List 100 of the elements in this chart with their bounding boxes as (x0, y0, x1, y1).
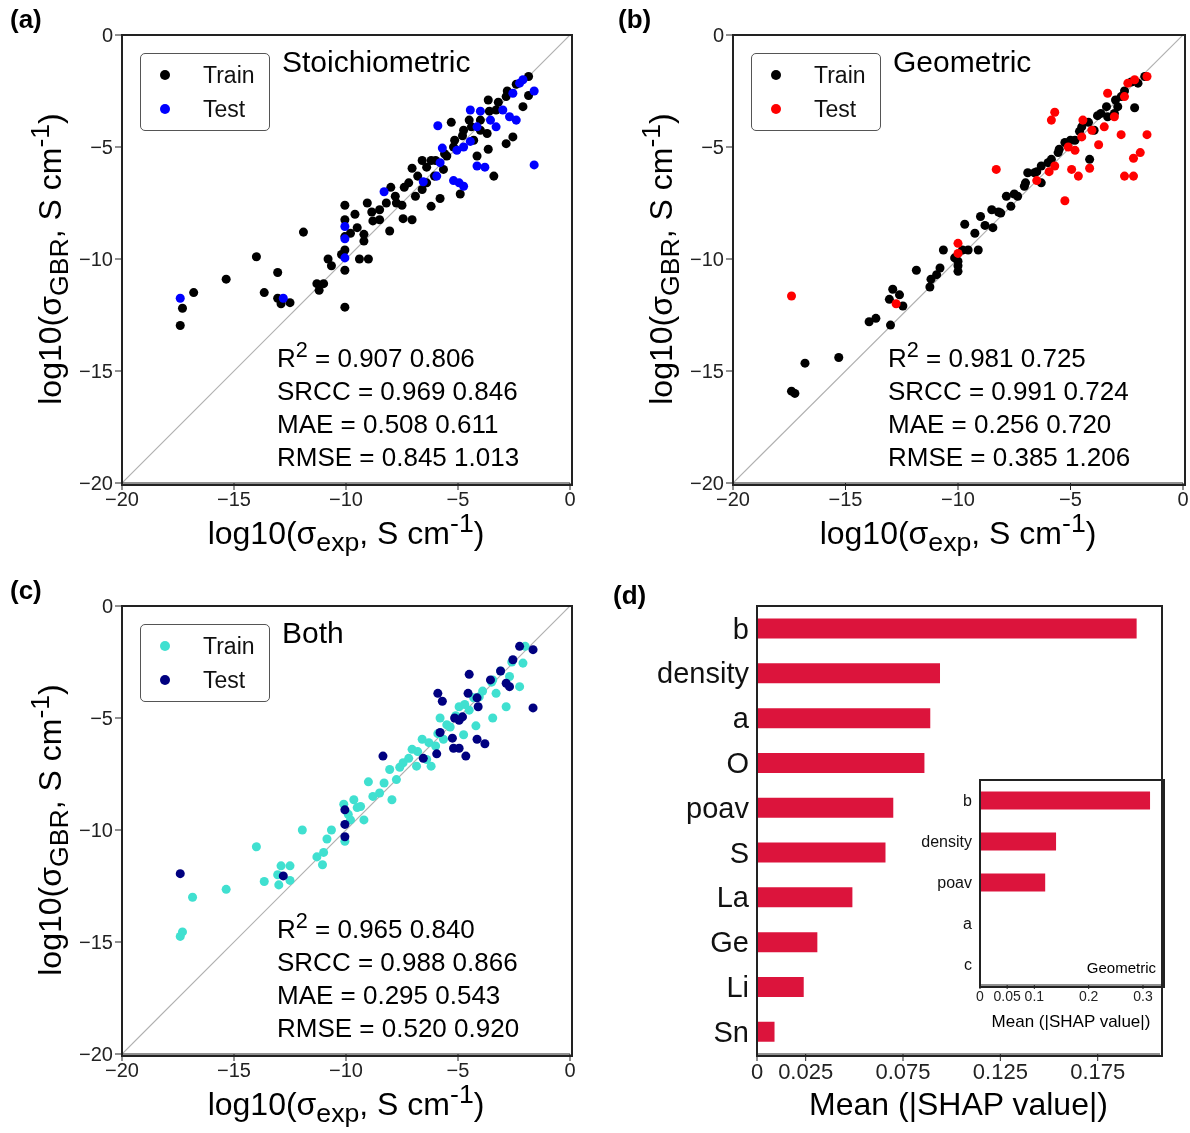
point (437, 696, 447, 706)
point (953, 248, 963, 258)
bar (980, 791, 1151, 810)
point (1078, 115, 1088, 125)
x-tick-label: 0 (1177, 488, 1189, 511)
x-tick-label: 0.2 (1078, 987, 1099, 1004)
x-axis-title: Mean (|SHAP value|) (809, 1085, 1108, 1123)
y-tick-label: 0 (101, 595, 113, 618)
point (1050, 107, 1060, 117)
annotation: RMSE = 0.845 1.013 (277, 440, 520, 474)
point (1050, 161, 1060, 171)
x-tick-label: 0.175 (1070, 1058, 1126, 1084)
point (1128, 171, 1139, 181)
point (472, 734, 482, 744)
legend-label: Train (203, 61, 255, 90)
chart-title: (b) (618, 4, 652, 35)
y-tick-label: −20 (79, 472, 113, 495)
point (1142, 130, 1152, 140)
y-tick-label: 0 (101, 24, 113, 47)
bar (757, 932, 818, 953)
y-tick-label: 0 (712, 24, 724, 47)
point (463, 688, 473, 698)
y-tick-label: −15 (79, 360, 113, 383)
x-tick-label: 0 (564, 488, 576, 511)
point (508, 88, 518, 98)
point (340, 222, 350, 232)
chart-title: (a) (10, 4, 42, 35)
y-tick-label: a (732, 702, 750, 735)
annotation: RMSE = 0.385 1.206 (888, 440, 1131, 474)
point (340, 832, 350, 842)
legend-label: Test (203, 95, 246, 124)
point (1070, 145, 1080, 155)
y-tick-label: density (921, 833, 972, 851)
point (1044, 167, 1054, 177)
x-tick-label: 0.125 (972, 1058, 1028, 1084)
point (953, 238, 963, 248)
point (175, 293, 185, 303)
point (480, 162, 490, 172)
point (515, 641, 525, 651)
point (475, 106, 485, 116)
bar (757, 887, 853, 908)
point (1073, 171, 1083, 181)
point (529, 160, 539, 170)
point (529, 86, 539, 96)
y-tick-label: c (964, 956, 972, 974)
x-tick-label: 0 (976, 987, 985, 1004)
point (505, 112, 515, 122)
bar (757, 1021, 775, 1042)
bar (757, 752, 925, 773)
point (175, 869, 185, 879)
point (1067, 164, 1077, 174)
x-tick-label: 0.3 (1133, 987, 1153, 1004)
x-axis-title: Mean (|SHAP value|) (991, 1012, 1151, 1032)
y-tick-label: −15 (690, 360, 724, 383)
point (465, 105, 475, 115)
point (891, 299, 901, 309)
point (485, 115, 495, 125)
annotation: SRCC = 0.969 0.846 (277, 374, 519, 408)
point (991, 164, 1001, 174)
annotation: RMSE = 0.520 0.920 (277, 1011, 520, 1045)
y-tick-label: S (729, 836, 749, 869)
point (437, 143, 447, 153)
point (1119, 92, 1130, 102)
point (1135, 148, 1145, 158)
bar (757, 663, 940, 684)
point (461, 751, 471, 761)
y-tick-label: −20 (690, 472, 724, 495)
bar (757, 708, 931, 729)
point (1046, 115, 1056, 125)
point (473, 702, 483, 712)
point (1077, 132, 1087, 142)
y-tick-label: Ge (710, 926, 749, 959)
point (459, 181, 469, 191)
bar (757, 797, 894, 818)
annotation: Geometric (893, 45, 1032, 79)
bar (980, 873, 1046, 892)
annotation: SRCC = 0.991 0.724 (888, 374, 1130, 408)
point (433, 688, 443, 698)
point (501, 678, 511, 688)
point (528, 703, 538, 713)
x-tick-label: 0.05 (993, 987, 1021, 1004)
x-tick-label: 0.1 (1024, 987, 1045, 1004)
chart-title: (d) (613, 580, 647, 611)
y-tick-label: O (726, 747, 749, 780)
x-tick-label: 0 (564, 1059, 576, 1082)
legend-label: Train (203, 632, 255, 661)
point (1119, 171, 1130, 181)
x-tick-label: 0.025 (778, 1058, 834, 1084)
point (1128, 153, 1139, 163)
y-tick-label: b (963, 792, 973, 810)
annotation: R$^{2}$ = 0.965 0.840 (277, 907, 476, 946)
y-tick-label: −10 (690, 248, 724, 271)
point (472, 161, 482, 171)
y-tick-label: −15 (79, 931, 113, 954)
y-tick-label: density (657, 657, 750, 690)
point (1032, 176, 1042, 186)
y-tick-label: −5 (90, 707, 113, 730)
point (1094, 140, 1104, 150)
point (1103, 88, 1113, 98)
y-tick-label: −10 (79, 248, 113, 271)
